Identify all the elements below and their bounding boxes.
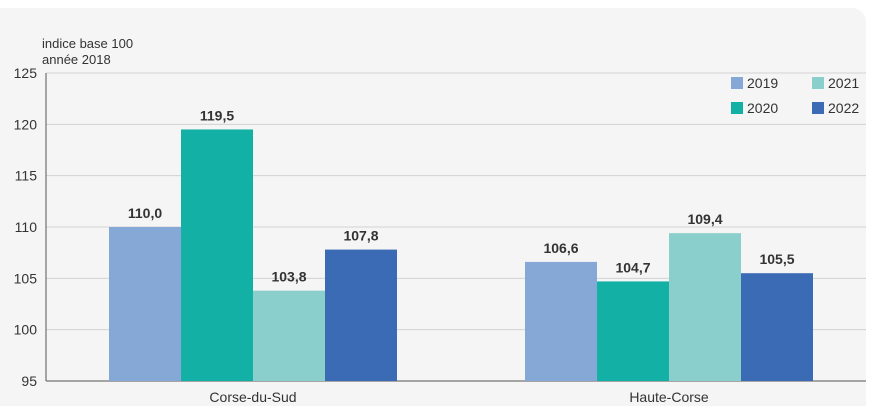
y-tick-label: 105 (14, 270, 38, 286)
y-tick-label: 115 (15, 168, 38, 184)
data-label: 105,5 (759, 251, 794, 267)
y-tick-label: 110 (15, 219, 38, 235)
y-tick-label: 95 (21, 373, 37, 389)
y-tick-label: 100 (14, 322, 38, 338)
bar (525, 261, 597, 381)
data-label: 109,4 (687, 211, 722, 227)
bar (669, 233, 741, 381)
y-axis-label-line-1: indice base 100 (42, 36, 133, 51)
legend-swatch (812, 77, 824, 89)
bar (109, 227, 181, 381)
bar (741, 273, 813, 381)
bar (325, 249, 397, 381)
bar (253, 290, 325, 381)
x-category-label: Corse-du-Sud (209, 389, 296, 405)
legend: 2019 2020 2021 2022 (731, 75, 859, 116)
legend-swatch (812, 102, 824, 114)
y-tick-label: 125 (14, 65, 38, 81)
data-label: 107,8 (343, 228, 378, 244)
data-label: 106,6 (543, 240, 578, 256)
legend-label: 2020 (747, 100, 778, 116)
bar (597, 281, 669, 381)
legend-label: 2021 (828, 75, 859, 91)
legend-label: 2022 (828, 100, 859, 116)
y-tick-label: 120 (14, 116, 38, 132)
y-axis-label-line-2: année 2018 (42, 52, 111, 67)
data-labels: 110,0 119,5 103,8 107,8 106,6 104,7 109,4 105,5 (128, 107, 795, 284)
data-label: 119,5 (200, 107, 234, 123)
data-label: 103,8 (271, 269, 306, 285)
legend-swatch (731, 77, 743, 89)
y-axis-ticks: 95 100 105 110 115 120 125 (14, 65, 38, 389)
bar (181, 129, 253, 381)
data-label: 110,0 (128, 205, 162, 221)
data-label: 104,7 (615, 259, 650, 275)
legend-swatch (731, 102, 743, 114)
bars (109, 129, 813, 381)
x-axis: Corse-du-Sud Haute-Corse (209, 389, 708, 405)
x-category-label: Haute-Corse (629, 389, 709, 405)
legend-label: 2019 (747, 75, 778, 91)
